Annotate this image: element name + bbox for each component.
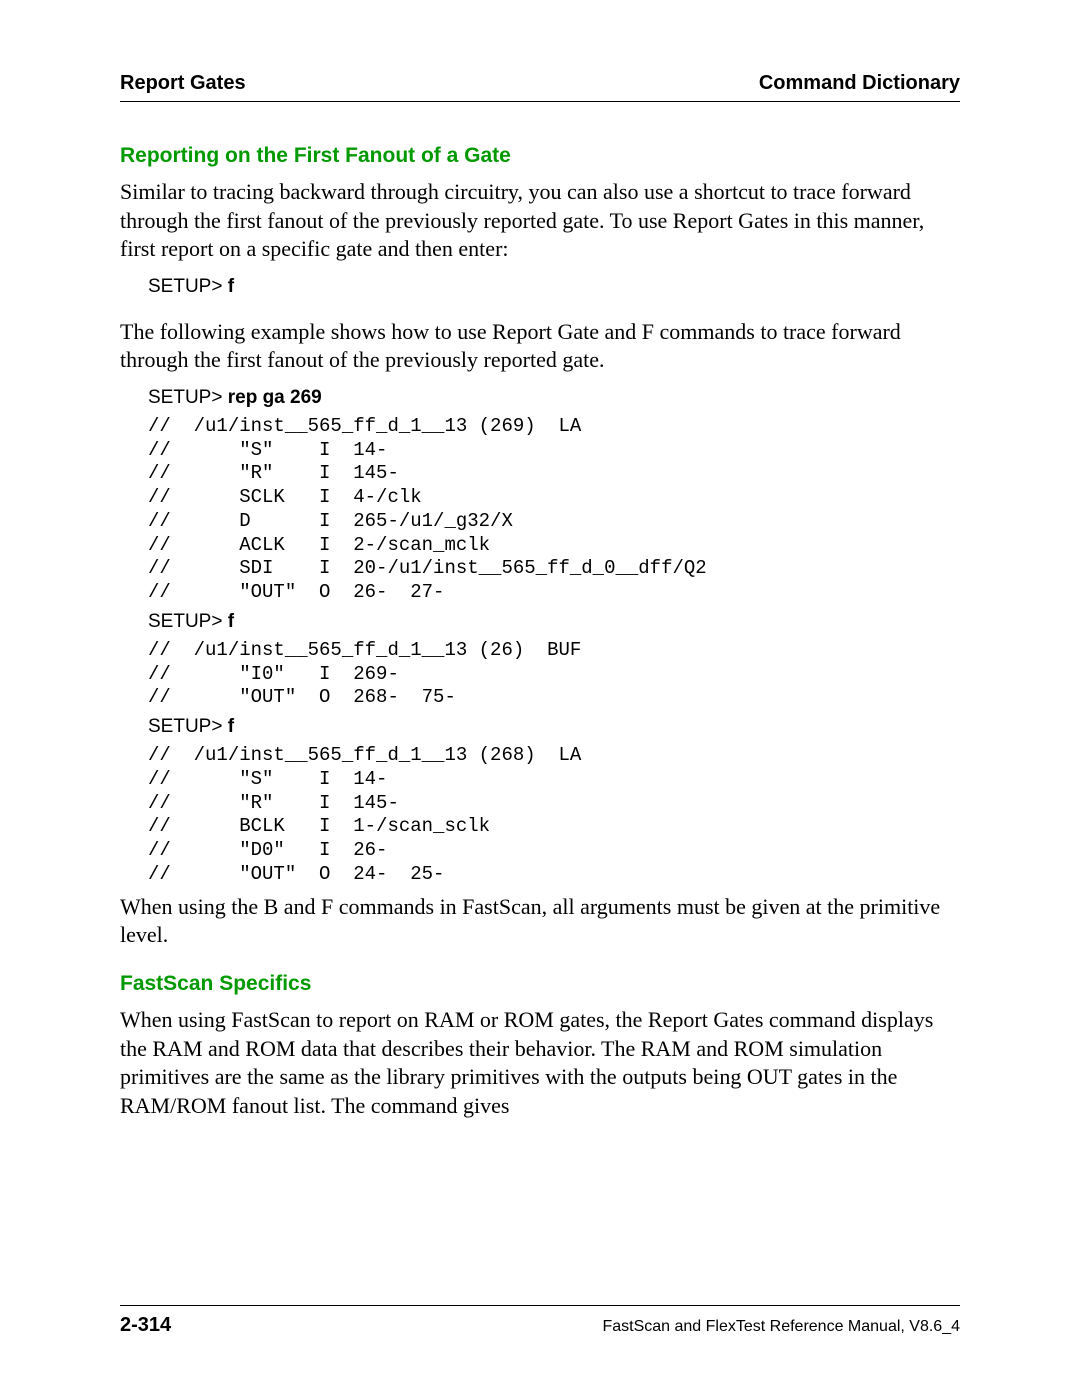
paragraph: Similar to tracing backward through circ… [120,178,960,264]
page-footer: 2-314 FastScan and FlexTest Reference Ma… [120,1305,960,1337]
section-heading-fastscan: FastScan Specifics [120,972,960,996]
paragraph: When using the B and F commands in FastS… [120,893,960,950]
prompt-prefix: SETUP> [148,716,228,737]
prompt-line: SETUP> f [148,276,960,298]
section-heading-fanout: Reporting on the First Fanout of a Gate [120,144,960,168]
paragraph: When using FastScan to report on RAM or … [120,1006,960,1120]
prompt-prefix: SETUP> [148,387,228,408]
paragraph: The following example shows how to use R… [120,318,960,375]
prompt-prefix: SETUP> [148,276,228,297]
page: Report Gates Command Dictionary Reportin… [0,0,1080,1397]
prompt-command: f [228,276,234,297]
header-left: Report Gates [120,72,246,95]
prompt-line: SETUP> rep ga 269 [148,387,960,409]
prompt-command: f [228,716,234,737]
prompt-command: f [228,611,234,632]
page-number: 2-314 [120,1314,171,1337]
code-block: // /u1/inst__565_ff_d_1__13 (26) BUF // … [148,639,960,710]
header-right: Command Dictionary [759,72,960,95]
footer-title: FastScan and FlexTest Reference Manual, … [602,1318,960,1336]
prompt-command: rep ga 269 [228,387,322,408]
prompt-line: SETUP> f [148,716,960,738]
prompt-prefix: SETUP> [148,611,228,632]
page-header: Report Gates Command Dictionary [120,72,960,102]
code-block: // /u1/inst__565_ff_d_1__13 (268) LA // … [148,744,960,887]
prompt-line: SETUP> f [148,611,960,633]
code-block: // /u1/inst__565_ff_d_1__13 (269) LA // … [148,415,960,605]
